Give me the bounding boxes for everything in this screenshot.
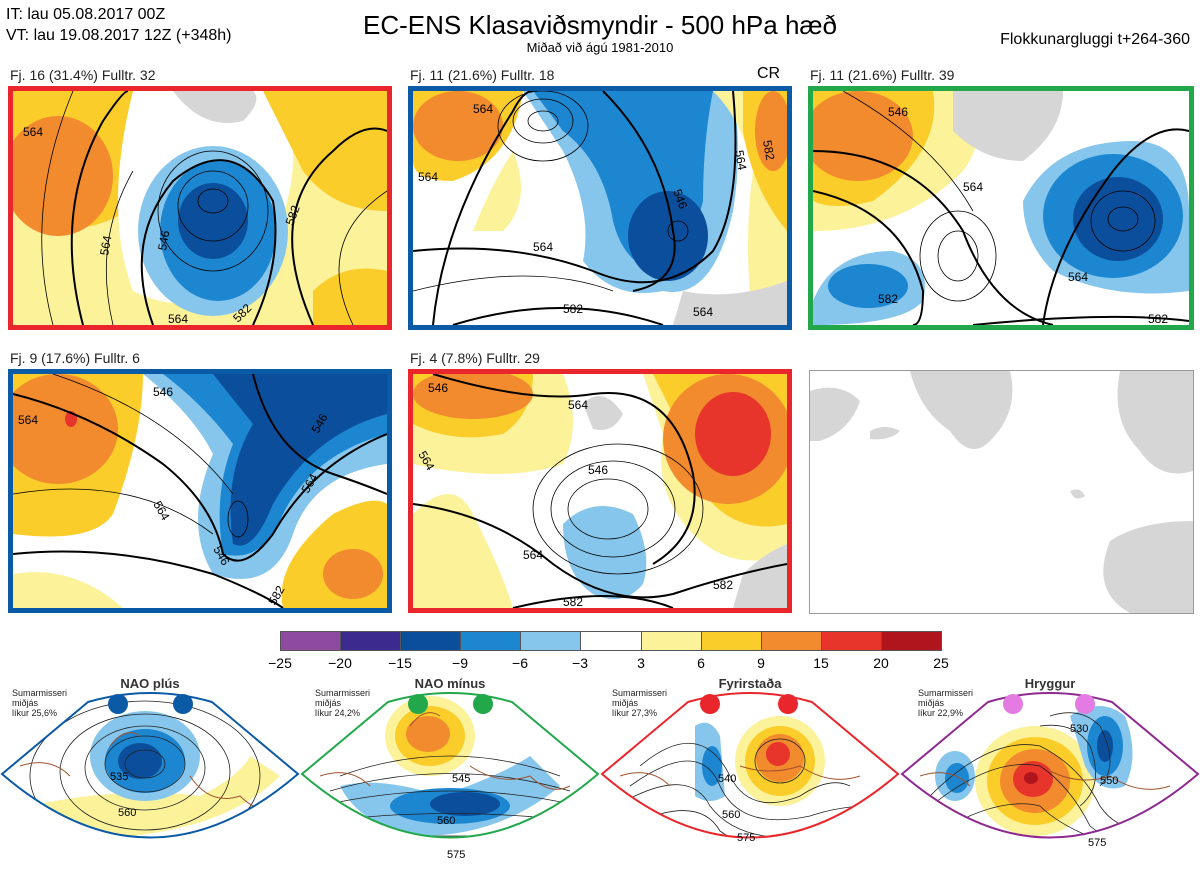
colorbar-tick: 20 bbox=[873, 655, 889, 671]
panel-label-1: Fj. 16 (31.4%) Fulltr. 32 bbox=[10, 67, 156, 83]
regime-marker bbox=[1075, 694, 1095, 714]
colorbar-swatch bbox=[461, 632, 522, 650]
colorbar-tick: 6 bbox=[697, 655, 705, 671]
colorbar-swatch bbox=[761, 632, 822, 650]
regime-marker bbox=[108, 694, 128, 714]
colorbar-tick: −9 bbox=[452, 655, 468, 671]
contour-label: 564 bbox=[18, 413, 38, 427]
classification-window: Flokkunargluggi t+264-360 bbox=[1000, 31, 1190, 48]
colorbar-swatch bbox=[281, 632, 342, 650]
panel-label-3: Fj. 11 (21.6%) Fulltr. 39 bbox=[810, 67, 955, 83]
colorbar-tick: 9 bbox=[757, 655, 765, 671]
contour-label: 545 bbox=[452, 773, 470, 785]
contour-label: 564 bbox=[1068, 270, 1088, 284]
regime-title: NAO mínus bbox=[414, 676, 486, 691]
regime-marker bbox=[473, 694, 493, 714]
contour-label: 582 bbox=[563, 302, 583, 316]
colorbar-swatch bbox=[641, 632, 702, 650]
contour-label: 535 bbox=[110, 771, 128, 783]
page-subtitle: Miðað við ágú 1981-2010 bbox=[526, 40, 674, 55]
regime-info: Sumarmisseri miðjás líkur 25,6% bbox=[12, 688, 68, 718]
contour-label: 560 bbox=[722, 809, 740, 821]
contour-label: 564 bbox=[23, 125, 43, 139]
regime-ridge: 530 550 575 Hryggur Sumarmisseri miðjás … bbox=[900, 676, 1200, 871]
page-title: EC-ENS Klasaviðsmyndir - 500 hPa hæð bbox=[363, 10, 837, 40]
colorbar-tick: 15 bbox=[813, 655, 829, 671]
colorbar-tick: 25 bbox=[933, 655, 949, 671]
colorbar-tick: 3 bbox=[637, 655, 645, 671]
contour-label: 564 bbox=[963, 180, 983, 194]
colorbar bbox=[280, 631, 942, 651]
regime-blocking: 540 560 575 Fyrirstaða Sumarmisseri miðj… bbox=[600, 676, 900, 871]
contour-label: 575 bbox=[1088, 837, 1106, 849]
valid-time: VT: lau 19.08.2017 12Z (+348h) bbox=[6, 27, 232, 44]
empty-basemap bbox=[809, 370, 1194, 614]
colorbar-swatch bbox=[701, 632, 762, 650]
panel-badge-cr: CR bbox=[757, 65, 781, 82]
contour-label: 564 bbox=[523, 548, 543, 562]
regime-marker bbox=[408, 694, 428, 714]
regime-info: Sumarmisseri miðjás líkur 22,9% bbox=[918, 688, 974, 718]
contour-label: 546 bbox=[888, 105, 908, 119]
regime-marker bbox=[173, 694, 193, 714]
contour-label: 546 bbox=[155, 229, 172, 251]
regime-marker bbox=[700, 694, 720, 714]
colorbar-swatch bbox=[821, 632, 882, 650]
regime-info: Sumarmisseri miðjás líkur 27,3% bbox=[612, 688, 668, 718]
colorbar-swatch bbox=[341, 632, 402, 650]
colorbar-swatch bbox=[581, 632, 642, 650]
contour-label: 564 bbox=[168, 312, 188, 325]
contour-label: 564 bbox=[568, 398, 588, 412]
contour-label: 540 bbox=[718, 773, 736, 785]
contour-label: 582 bbox=[283, 203, 303, 227]
colorbar-tick: −15 bbox=[388, 655, 412, 671]
contour-label: 582 bbox=[563, 595, 583, 608]
contour-label: 560 bbox=[437, 815, 455, 827]
panel-label-5: Fj. 4 (7.8%) Fulltr. 29 bbox=[410, 350, 540, 366]
regime-title: Hryggur bbox=[1024, 676, 1076, 691]
colorbar-swatch bbox=[881, 632, 942, 650]
contour-label: 564 bbox=[732, 149, 749, 171]
contour-label: 546 bbox=[588, 463, 608, 477]
colorbar-tick: −6 bbox=[512, 655, 528, 671]
contour-label: 550 bbox=[1100, 775, 1118, 787]
colorbar-swatch bbox=[401, 632, 462, 650]
colorbar-swatch bbox=[521, 632, 582, 650]
contour-label: 582 bbox=[713, 578, 733, 592]
contour-label: 575 bbox=[447, 849, 465, 861]
contour-label: 546 bbox=[153, 385, 173, 399]
contour-label: 575 bbox=[737, 832, 755, 844]
cluster-map-3: 546 564 564 582 582 bbox=[808, 86, 1194, 330]
colorbar-tick: −20 bbox=[328, 655, 352, 671]
header-times: IT: lau 05.08.2017 00Z VT: lau 19.08.201… bbox=[6, 4, 232, 46]
regime-nao-minus: 545 560 575 NAO mínus Sumarmisseri miðjá… bbox=[300, 676, 600, 871]
contour-label: 530 bbox=[1070, 723, 1088, 735]
colorbar-tick: −3 bbox=[572, 655, 588, 671]
contour-label: 560 bbox=[118, 807, 136, 819]
contour-label: 546 bbox=[428, 381, 448, 395]
regime-marker bbox=[1003, 694, 1023, 714]
initial-time: IT: lau 05.08.2017 00Z bbox=[6, 6, 166, 23]
contour-label: 564 bbox=[97, 234, 114, 256]
cluster-map-1: 564 546 564 582 564 582 bbox=[8, 86, 392, 330]
panel-label-4: Fj. 9 (17.6%) Fulltr. 6 bbox=[10, 350, 140, 366]
regime-marker bbox=[778, 694, 798, 714]
contour-label: 582 bbox=[760, 139, 777, 161]
regime-title: Fyrirstaða bbox=[718, 676, 782, 691]
contour-label: 564 bbox=[693, 305, 713, 319]
panel-label-2: Fj. 11 (21.6%) Fulltr. 18 bbox=[410, 67, 555, 83]
regime-info: Sumarmisseri miðjás líkur 24,2% bbox=[315, 688, 371, 718]
cluster-map-5: 546 564 564 546 564 582 582 bbox=[408, 369, 792, 613]
regime-title: NAO plús bbox=[120, 676, 180, 691]
contour-label: 582 bbox=[878, 292, 898, 306]
contour-label: 564 bbox=[533, 240, 553, 254]
contour-label: 564 bbox=[473, 102, 493, 116]
contour-label: 546 bbox=[670, 187, 690, 211]
contour-label: 582 bbox=[1148, 312, 1168, 325]
colorbar-tick: −25 bbox=[268, 655, 292, 671]
cluster-map-4: 546 564 546 564 564 546 582 bbox=[8, 369, 392, 613]
regime-nao-plus: 535 560 NAO plús Sumarmisseri miðjás lík… bbox=[0, 676, 300, 871]
cluster-map-2: 564 564 546 564 582 564 564 582 bbox=[408, 86, 792, 330]
contour-label: 564 bbox=[418, 170, 438, 184]
